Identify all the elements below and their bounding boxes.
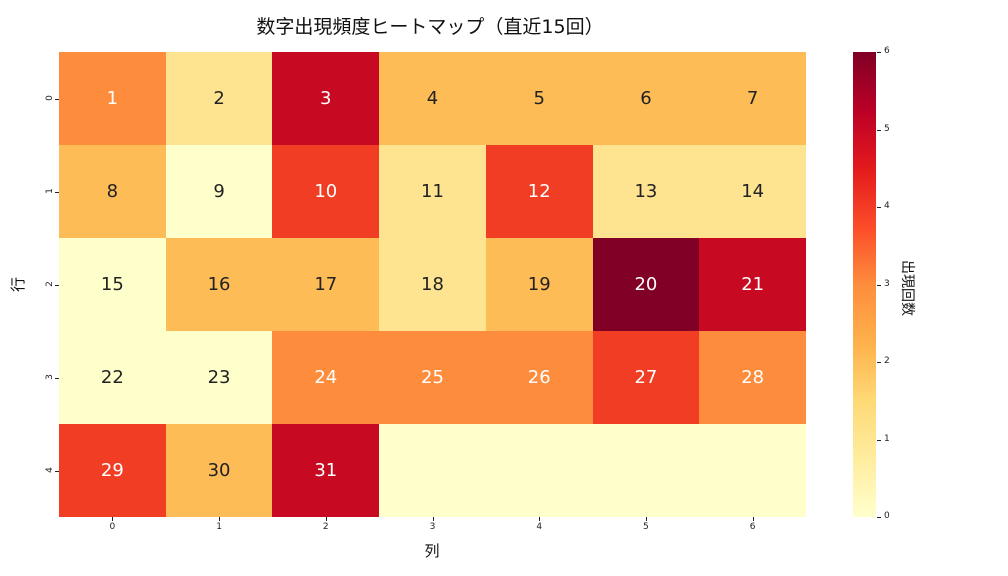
heatmap-cell: 3 xyxy=(272,52,380,145)
heatmap-cell: 17 xyxy=(272,238,380,331)
heatmap-cell: 30 xyxy=(165,424,273,517)
heatmap-cell: 13 xyxy=(592,145,700,238)
colorbar-tick-mark xyxy=(877,129,881,131)
heatmap-cell: 25 xyxy=(379,331,486,424)
x-tick-mark xyxy=(219,517,221,521)
heatmap-cell: 27 xyxy=(592,331,700,424)
colorbar-tick-mark xyxy=(877,362,881,363)
colorbar-tick-label: 1 xyxy=(884,433,890,444)
heatmap-cell: 22 xyxy=(59,331,166,424)
colorbar-label: 出現回数 xyxy=(899,260,915,316)
y-tick-label: 4 xyxy=(45,466,55,473)
heatmap-grid: 1 2 3 4 5 6 7 8 9 10 11 12 13 14 15 16 17 18 19 20 21 22 23 24 2… xyxy=(59,52,806,517)
heatmap-cell: 24 xyxy=(272,331,380,424)
x-tick-mark xyxy=(325,517,327,521)
x-axis-label: 列 xyxy=(424,542,440,560)
heatmap-cell: 11 xyxy=(379,145,486,238)
y-tick-mark xyxy=(55,284,59,286)
x-tick-mark xyxy=(432,517,434,521)
heatmap-cell: 12 xyxy=(485,145,593,238)
x-tick-label: 6 xyxy=(749,522,756,532)
heatmap-cell: 7 xyxy=(699,52,806,145)
colorbar-tick-label: 5 xyxy=(884,123,890,134)
heatmap-cell: 20 xyxy=(592,238,700,331)
heatmap-cell: 14 xyxy=(699,145,806,238)
x-tick-mark xyxy=(752,517,754,521)
y-tick-label: 0 xyxy=(45,94,55,101)
colorbar-tick-label: 2 xyxy=(884,356,890,366)
colorbar-tick-mark xyxy=(877,207,881,208)
heatmap-cell xyxy=(699,424,806,517)
y-tick-label: 2 xyxy=(45,280,55,287)
heatmap-cell xyxy=(485,424,593,517)
colorbar-tick-label: 4 xyxy=(884,201,890,211)
heatmap-cell: 2 xyxy=(165,52,273,145)
heatmap-cell: 28 xyxy=(699,331,806,424)
y-tick-mark xyxy=(55,377,59,379)
heatmap-cell: 23 xyxy=(165,331,273,424)
colorbar-tick-mark xyxy=(877,439,881,441)
y-tick-mark xyxy=(55,470,59,472)
colorbar-tick-label: 6 xyxy=(884,46,890,56)
colorbar-tick-label: 3 xyxy=(884,278,890,289)
x-tick-mark xyxy=(539,517,541,521)
y-tick-label: 1 xyxy=(45,187,55,194)
heatmap-cell: 1 xyxy=(59,52,166,145)
heatmap-cell: 29 xyxy=(59,424,166,517)
heatmap-cell: 31 xyxy=(272,424,380,517)
chart-title: 数字出現頻度ヒートマップ（直近15回） xyxy=(256,16,604,38)
heatmap-cell: 9 xyxy=(165,145,273,238)
y-tick-mark xyxy=(55,191,59,193)
x-tick-label: 3 xyxy=(429,522,436,532)
x-tick-label: 4 xyxy=(536,522,543,532)
heatmap-cell: 15 xyxy=(59,238,166,331)
heatmap-cell: 21 xyxy=(699,238,806,331)
heatmap-cell: 8 xyxy=(59,145,166,238)
heatmap-cell: 4 xyxy=(379,52,486,145)
x-tick-label: 5 xyxy=(643,522,649,532)
heatmap-cell: 5 xyxy=(485,52,593,145)
colorbar-tick-mark xyxy=(877,517,881,518)
heatmap-cell: 6 xyxy=(592,52,700,145)
heatmap-cell: 10 xyxy=(272,145,380,238)
heatmap-cell xyxy=(592,424,700,517)
y-tick-label: 3 xyxy=(45,373,55,380)
heatmap-cell: 16 xyxy=(165,238,273,331)
colorbar-tick-mark xyxy=(877,52,881,53)
x-tick-mark xyxy=(112,517,114,521)
colorbar-tick-mark xyxy=(877,284,881,286)
heatmap-cell xyxy=(379,424,486,517)
x-tick-mark xyxy=(645,517,647,521)
x-tick-label: 2 xyxy=(322,522,329,532)
y-axis-label: 行 xyxy=(9,276,28,293)
heatmap-cell: 18 xyxy=(379,238,486,331)
heatmap-cell: 26 xyxy=(485,331,593,424)
x-tick-label: 1 xyxy=(216,522,222,532)
colorbar-tick-label: 0 xyxy=(884,511,890,521)
x-tick-label: 0 xyxy=(109,522,116,532)
colorbar xyxy=(853,52,876,517)
heatmap-cell: 19 xyxy=(485,238,593,331)
y-tick-mark xyxy=(55,98,59,100)
